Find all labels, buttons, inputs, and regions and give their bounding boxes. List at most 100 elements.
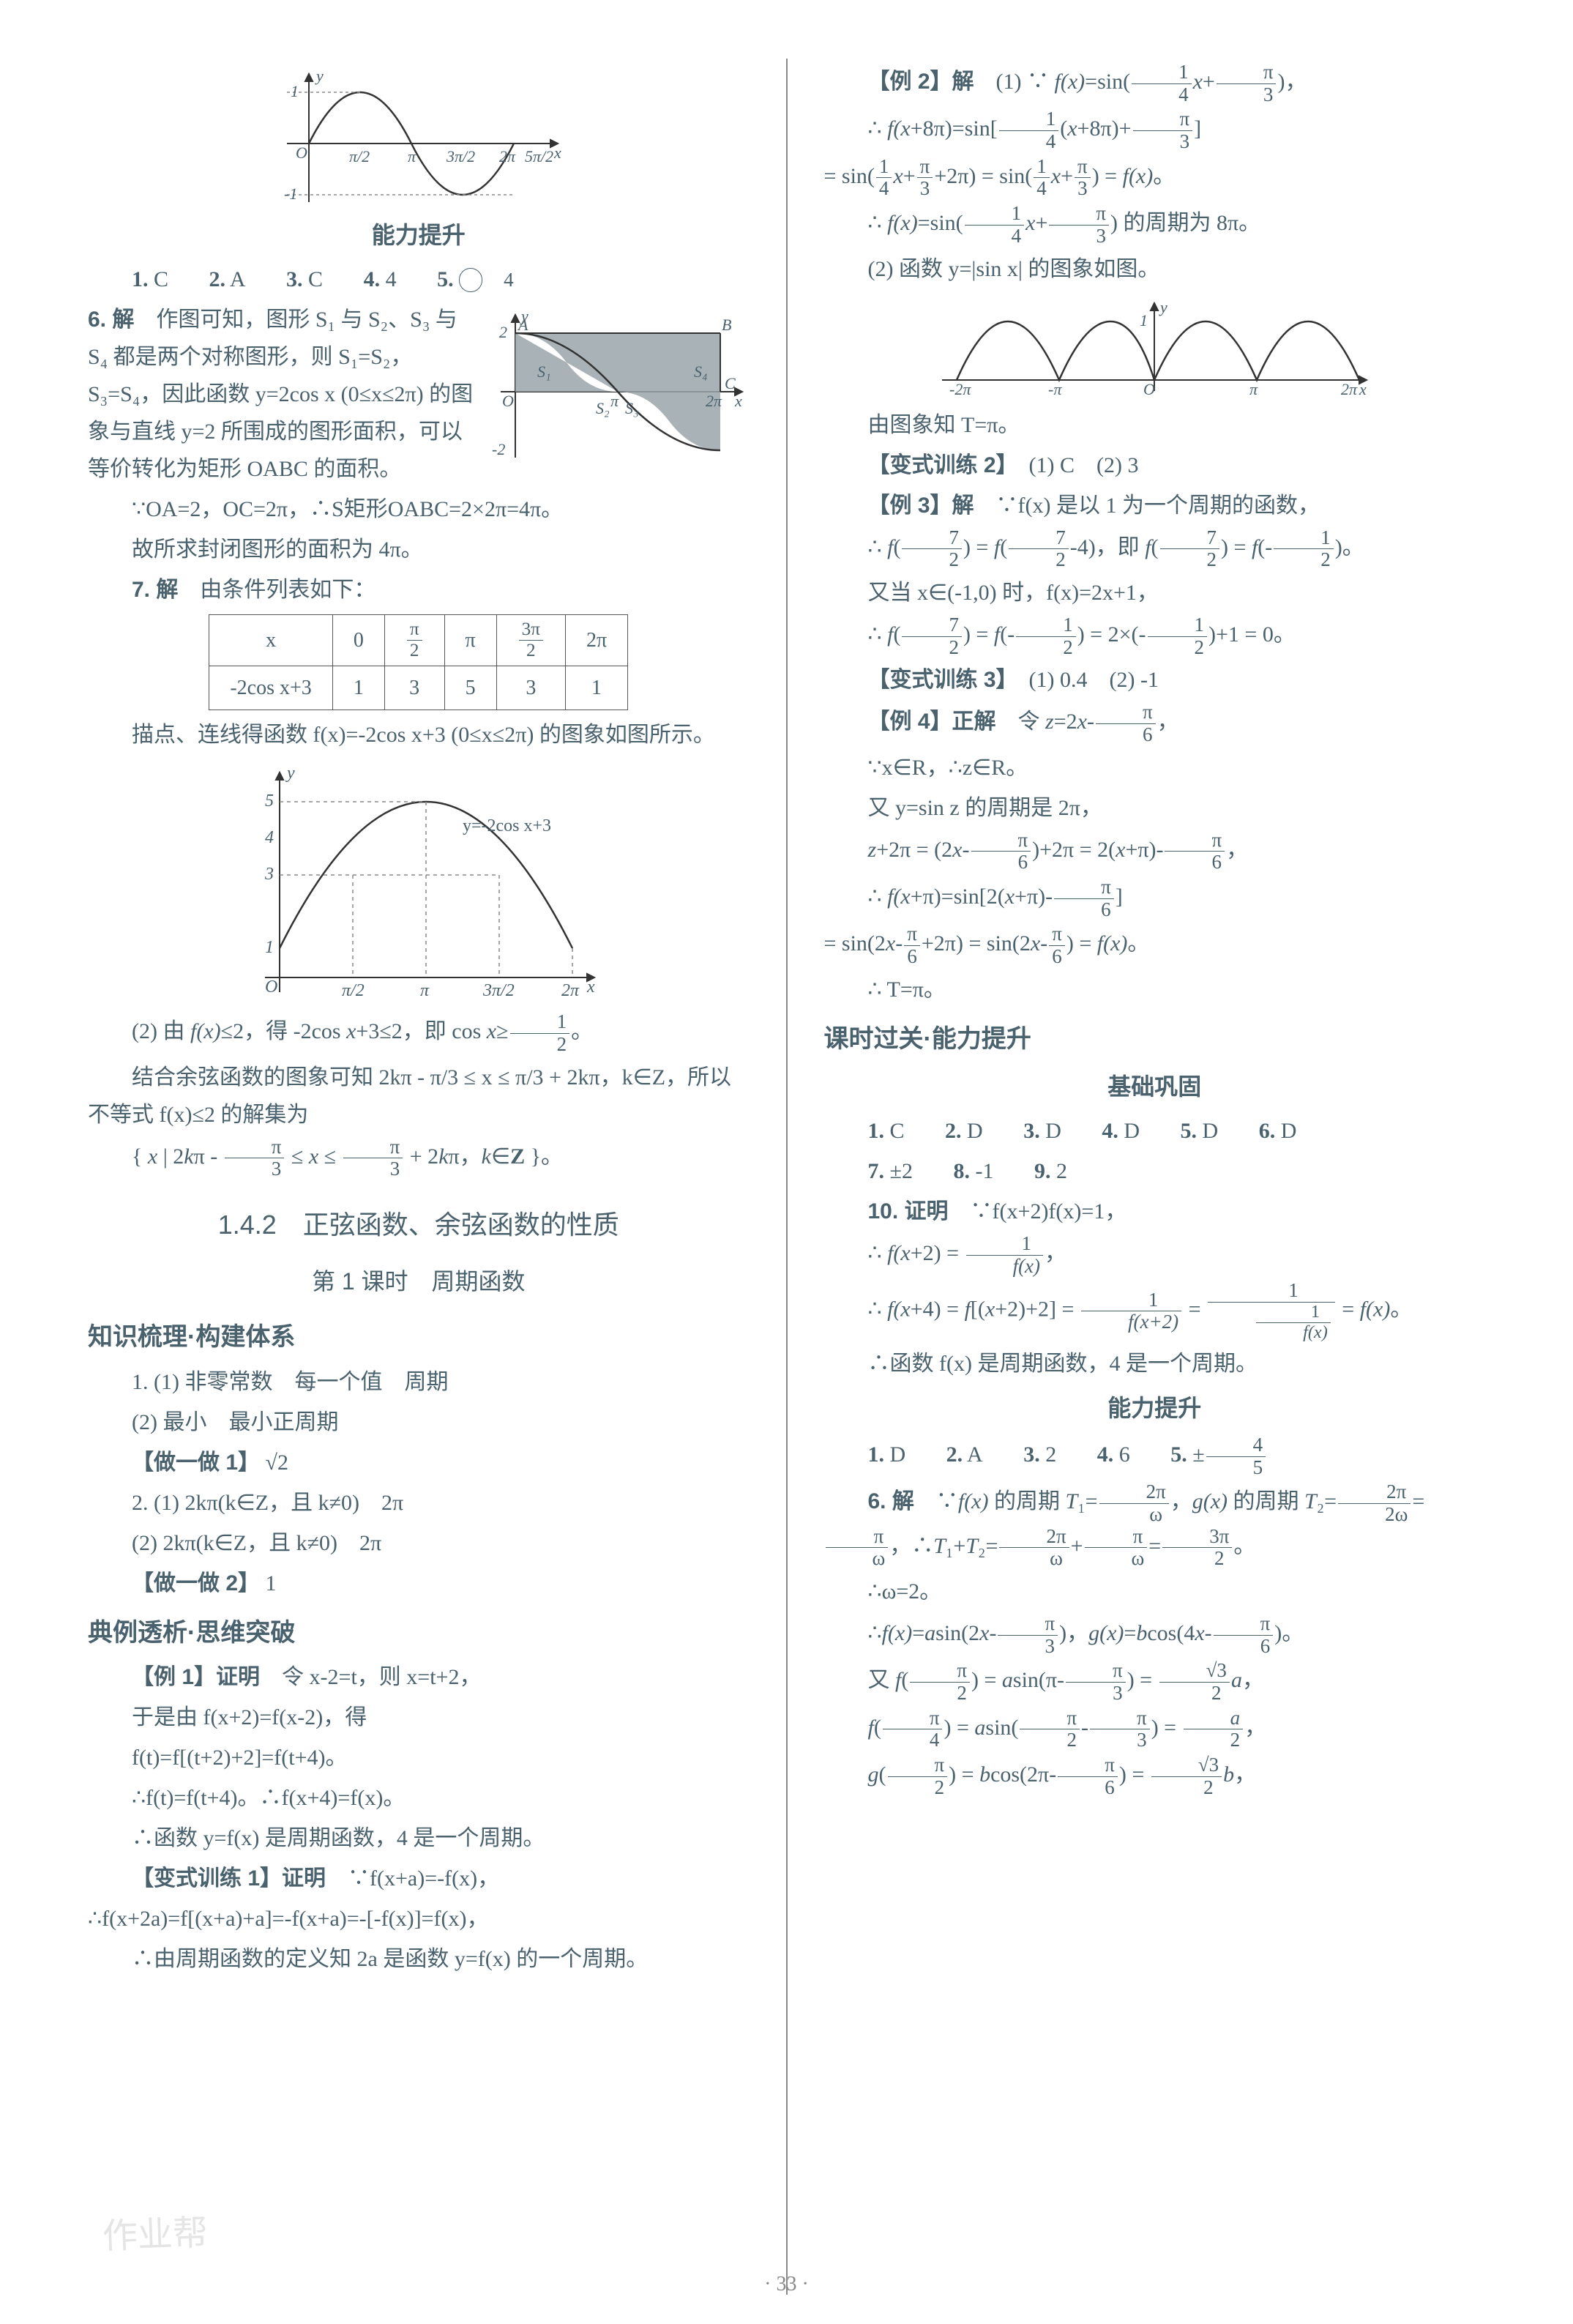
q6r-5: f(π4) = asin(π2-π3) = a2， (824, 1707, 1486, 1751)
ex4-5: ∴ f(x+π)=sin[2(x+π)-π6] (824, 876, 1486, 920)
left-column: y x O 1 -1 π/2 π 3π/2 2π 5π/2 能力提升 1. C … (88, 59, 750, 2295)
ex1-4: ∴f(t)=f(t+4)。∴f(x+4)=f(x)。 (88, 1779, 750, 1817)
svg-text:π: π (610, 392, 619, 410)
ex1: 【例 1】证明 令 x-2=t，则 x=t+2， (88, 1658, 750, 1696)
svg-text:-π: -π (1048, 380, 1062, 398)
svg-text:3π/2: 3π/2 (482, 981, 515, 1000)
svg-text:2π: 2π (499, 147, 516, 165)
q7-line-2: 描点、连线得函数 f(x)=-2cos x+3 (0≤x≤2π) 的图象如图所示… (88, 716, 750, 753)
var1: 【变式训练 1】证明 ∵f(x+a)=-f(x)， (88, 1860, 750, 1897)
right-column: 【例 2】解 (1) ∵ f(x)=sin(14x+π3)， ∴ f(x+8π)… (824, 59, 1486, 2295)
q7-table: x 0 π2 π 3π2 2π -2cos x+3 1 3 5 3 1 (209, 614, 628, 710)
ex3-4: ∴ f(72) = f(-12) = 2×(-12)+1 = 0。 (824, 614, 1486, 658)
svg-text:O: O (296, 144, 307, 162)
ex4-7: ∴ T=π。 (824, 971, 1486, 1008)
svg-text:3π/2: 3π/2 (446, 147, 475, 165)
ex3-3: 又当 x∈(-1,0) 时，f(x)=2x+1， (824, 574, 1486, 611)
ex2-3: = sin(14x+π3+2π) = sin(14x+π3) = f(x)。 (824, 156, 1486, 200)
svg-text:-2: -2 (492, 440, 505, 458)
svg-text:y: y (1159, 298, 1167, 316)
q7-2-1: (2) 由 f(x)≤2，得 -2cos x+3≤2，即 cos x≥12。 (88, 1011, 750, 1055)
q6-line-3: 故所求封闭图形的面积为 4π。 (88, 531, 750, 568)
column-divider (786, 59, 788, 2295)
svg-text:S₄: S₄ (694, 362, 708, 381)
svg-text:A: A (517, 316, 528, 334)
ex2-2: ∴ f(x+8π)=sin[14(x+8π)+π3] (824, 108, 1486, 152)
k2: (2) 最小 最小正周期 (88, 1404, 750, 1441)
var1-2: ∴f(x+2a)=f[(x+a)+a]=-f(x+a)=-[-f(x)]=f(x… (88, 1900, 750, 1937)
svg-text:x: x (586, 977, 595, 997)
svg-text:y=-2cos x+3: y=-2cos x+3 (463, 816, 551, 835)
var2: 【变式训练 2】 (1) C (2) 3 (824, 447, 1486, 484)
ability-title-r: 能力提升 (824, 1388, 1486, 1428)
svg-text:1: 1 (1140, 311, 1148, 329)
ex1-5: ∴函数 y=f(x) 是周期函数，4 是一个周期。 (88, 1820, 750, 1857)
svg-text:3: 3 (264, 865, 274, 884)
svg-text:π: π (408, 147, 416, 165)
svg-text:y: y (285, 764, 295, 783)
k4: (2) 2kπ(k∈Z，且 k≠0) 2π (88, 1524, 750, 1562)
k3: 2. (1) 2kπ(k∈Z，且 k≠0) 2π (88, 1484, 750, 1522)
q6-line-2: ∵OA=2，OC=2π，∴S矩形OABC=2×2π=4π。 (88, 491, 750, 528)
zuo1: 【做一做 1】 √2 (88, 1444, 750, 1481)
svg-text:S₂: S₂ (596, 399, 610, 417)
svg-text:B: B (722, 316, 731, 334)
ex2-6: 由图象知 T=π。 (824, 406, 1486, 444)
topic-title: 1.4.2 正弦函数、余弦函数的性质 (88, 1202, 750, 1247)
section-ability-title: 能力提升 (88, 215, 750, 255)
svg-text:O: O (265, 977, 277, 997)
ex1-3: f(t)=f[(t+2)+2]=f(t+4)。 (88, 1739, 750, 1776)
svg-text:π/2: π/2 (349, 147, 370, 165)
svg-text:π/2: π/2 (342, 981, 365, 1000)
sine-graph: y x O 1 -1 π/2 π 3π/2 2π 5π/2 (265, 63, 572, 209)
svg-text:S₁: S₁ (537, 362, 551, 381)
q6-graph: yx O 2-2 AB C S₁S₄ S₂S₃ π2π (486, 304, 750, 465)
svg-text:5: 5 (265, 792, 274, 811)
svg-text:C: C (725, 374, 736, 392)
q10-4: ∴函数 f(x) 是周期函数，4 是一个周期。 (824, 1345, 1486, 1382)
pass-title: 课时过关·能力提升 (824, 1018, 1486, 1061)
svg-text:2π: 2π (706, 392, 722, 410)
svg-text:S₃: S₃ (625, 399, 639, 417)
q6r: 6. 解 ∵f(x) 的周期 T₁=2πω，g(x) 的周期 T₂=2π2ω=π… (824, 1481, 1486, 1570)
block2-title: 典例透析·思维突破 (88, 1612, 750, 1655)
q7-line: 7. 解 由条件列表如下： (88, 571, 750, 608)
svg-text:2: 2 (499, 323, 507, 341)
lesson-title: 第 1 课时 周期函数 (88, 1262, 750, 1301)
basic-row-2: 7. ±2 8. -1 9. 2 (824, 1152, 1486, 1190)
var1-3: ∴由周期函数的定义知 2a 是函数 y=f(x) 的一个周期。 (88, 1940, 750, 1978)
abs-sin-graph: yx O 1 -2π-π π2π (927, 292, 1381, 402)
q7-2-2: 结合余弦函数的图象可知 2kπ - π/3 ≤ x ≤ π/3 + 2kπ，k∈… (88, 1059, 750, 1133)
zuo2: 【做一做 2】 1 (88, 1565, 750, 1602)
basic-row-1: 1. C 2. D 3. D 4. D 5. D 6. D (824, 1112, 1486, 1150)
svg-text:2π: 2π (561, 981, 580, 1000)
svg-text:x: x (553, 144, 561, 162)
q6r-6: g(π2) = bcos(2π-π6) = √32b， (824, 1754, 1486, 1798)
svg-text:O: O (502, 392, 514, 410)
ex1-2: 于是由 f(x+2)=f(x-2)，得 (88, 1699, 750, 1736)
ex4-6: = sin(2x-π6+2π) = sin(2x-π6) = f(x)。 (824, 923, 1486, 967)
q10-3: ∴ f(x+4) = f[(x+2)+2] = 1f(x+2) = 11f(x)… (824, 1280, 1486, 1342)
svg-text:x: x (1359, 380, 1367, 398)
ex2-4: ∴ f(x)=sin(14x+π3) 的周期为 8π。 (824, 203, 1486, 247)
q6r-2: ∴ω=2。 (824, 1573, 1486, 1610)
page-number: · 33 · (764, 2267, 809, 2302)
svg-text:y: y (315, 67, 324, 85)
ability-row: 1. D 2. A 3. 2 4. 6 5. ±45 (824, 1434, 1486, 1478)
watermark: 作业帮 (102, 2204, 209, 2268)
answers-row-1: 1. C 2. A 3. C 4. 4 5. 4 (88, 261, 750, 298)
svg-text:2π: 2π (1341, 380, 1358, 398)
k1: 1. (1) 非零常数 每一个值 周期 (88, 1363, 750, 1401)
svg-text:-1: -1 (284, 185, 297, 203)
svg-text:π: π (420, 981, 430, 1000)
svg-text:4: 4 (265, 828, 274, 847)
ex4-4: z+2π = (2x-π6)+2π = 2(x+π)-π6， (824, 830, 1486, 874)
ex3: 【例 3】解 ∵f(x) 是以 1 为一个周期的函数， (824, 487, 1486, 524)
q7-2-3: { x | 2kπ - π3 ≤ x ≤ π3 + 2kπ，k∈Z }。 (88, 1136, 750, 1180)
q10: 10. 证明 ∵f(x+2)f(x)=1， (824, 1193, 1486, 1230)
var3: 【变式训练 3】 (1) 0.4 (2) -1 (824, 661, 1486, 699)
q10-2: ∴ f(x+2) = 1f(x)， (824, 1233, 1486, 1277)
basic-title: 基础巩固 (824, 1067, 1486, 1106)
svg-text:1: 1 (265, 938, 274, 957)
svg-text:1: 1 (291, 82, 299, 100)
